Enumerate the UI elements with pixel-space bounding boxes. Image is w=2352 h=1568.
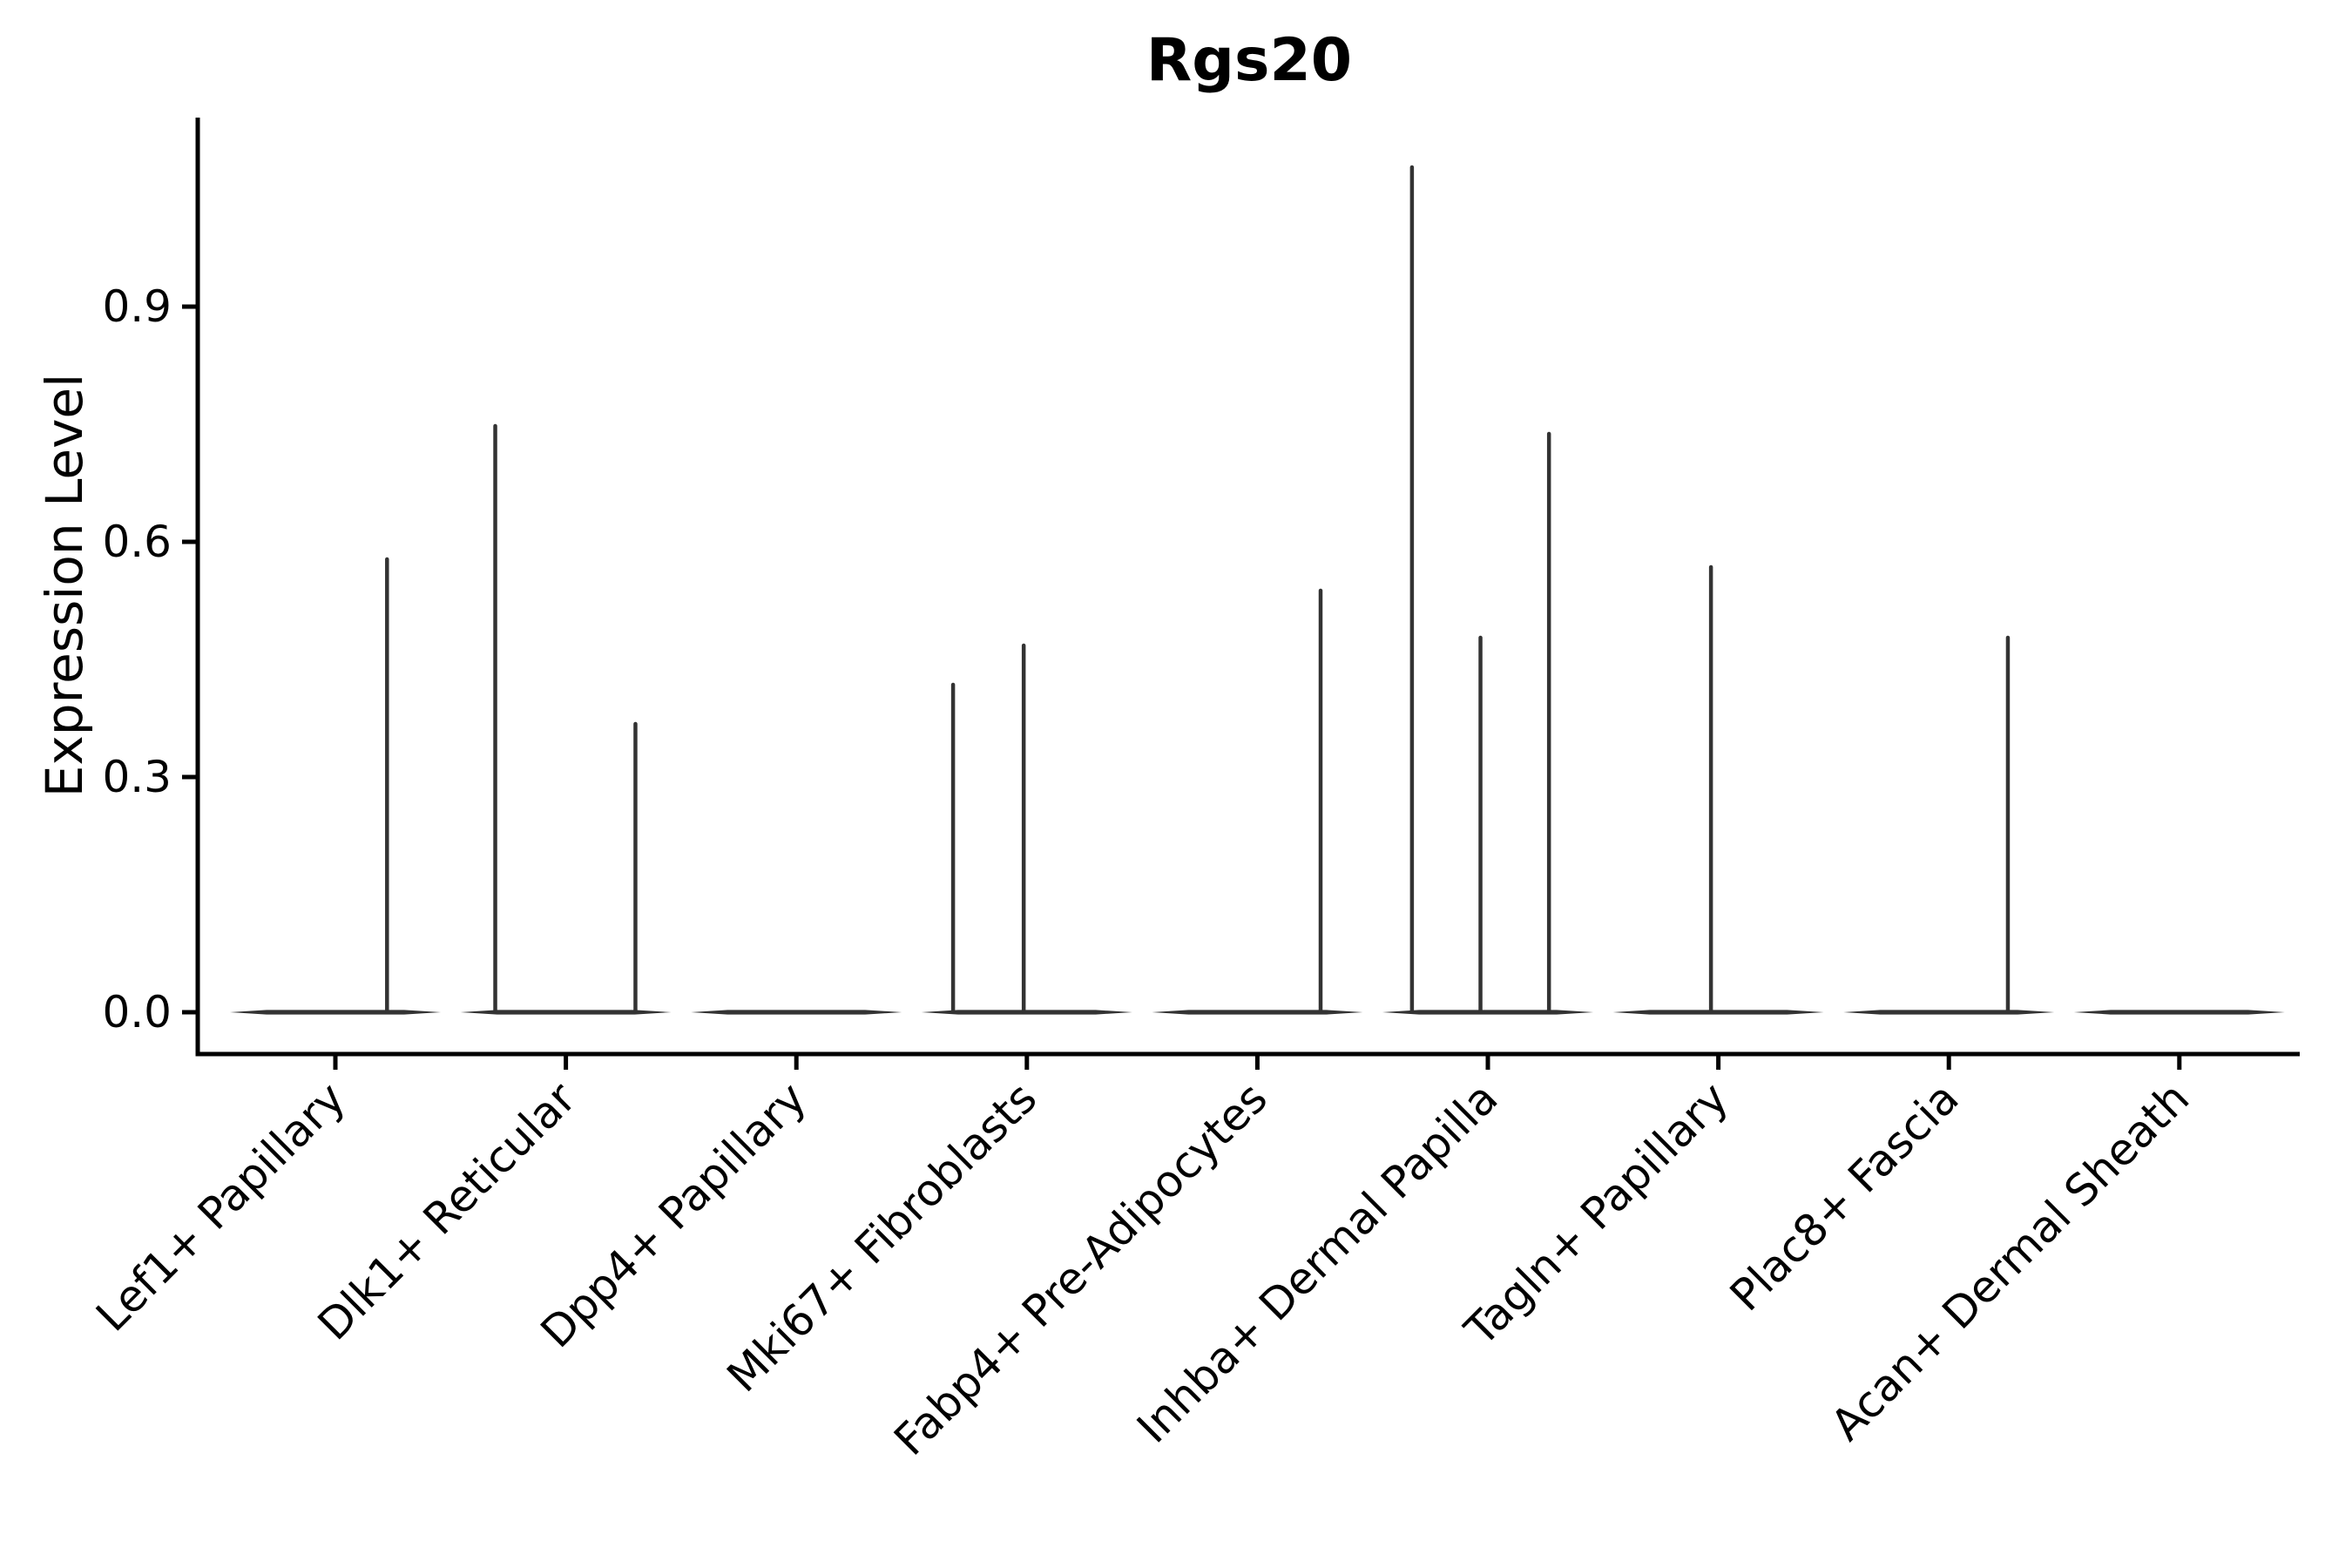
x-tick-label: Fabp4+ Pre-Adipocytes [884,1072,1277,1465]
violin-baseline [1843,1010,2055,1015]
y-tick-label: 0.6 [102,517,172,567]
chart-title: Rgs20 [1146,26,1353,95]
violin-baseline [2073,1010,2285,1015]
y-tick-label: 0.0 [102,987,172,1037]
x-tick-label: Lef1+ Papillary [86,1072,355,1341]
y-tick-label: 0.9 [102,281,172,332]
violin-baseline [1382,1010,1593,1015]
violin-baseline [1612,1010,1824,1015]
violin-baseline [230,1010,441,1015]
violin-baseline [921,1010,1132,1015]
violin-baseline [691,1010,902,1015]
x-tick-label: Plac8+ Fascia [1720,1072,1969,1321]
violin-baseline [1152,1010,1363,1015]
violin-baseline [460,1010,672,1015]
y-tick-label: 0.3 [102,752,172,802]
